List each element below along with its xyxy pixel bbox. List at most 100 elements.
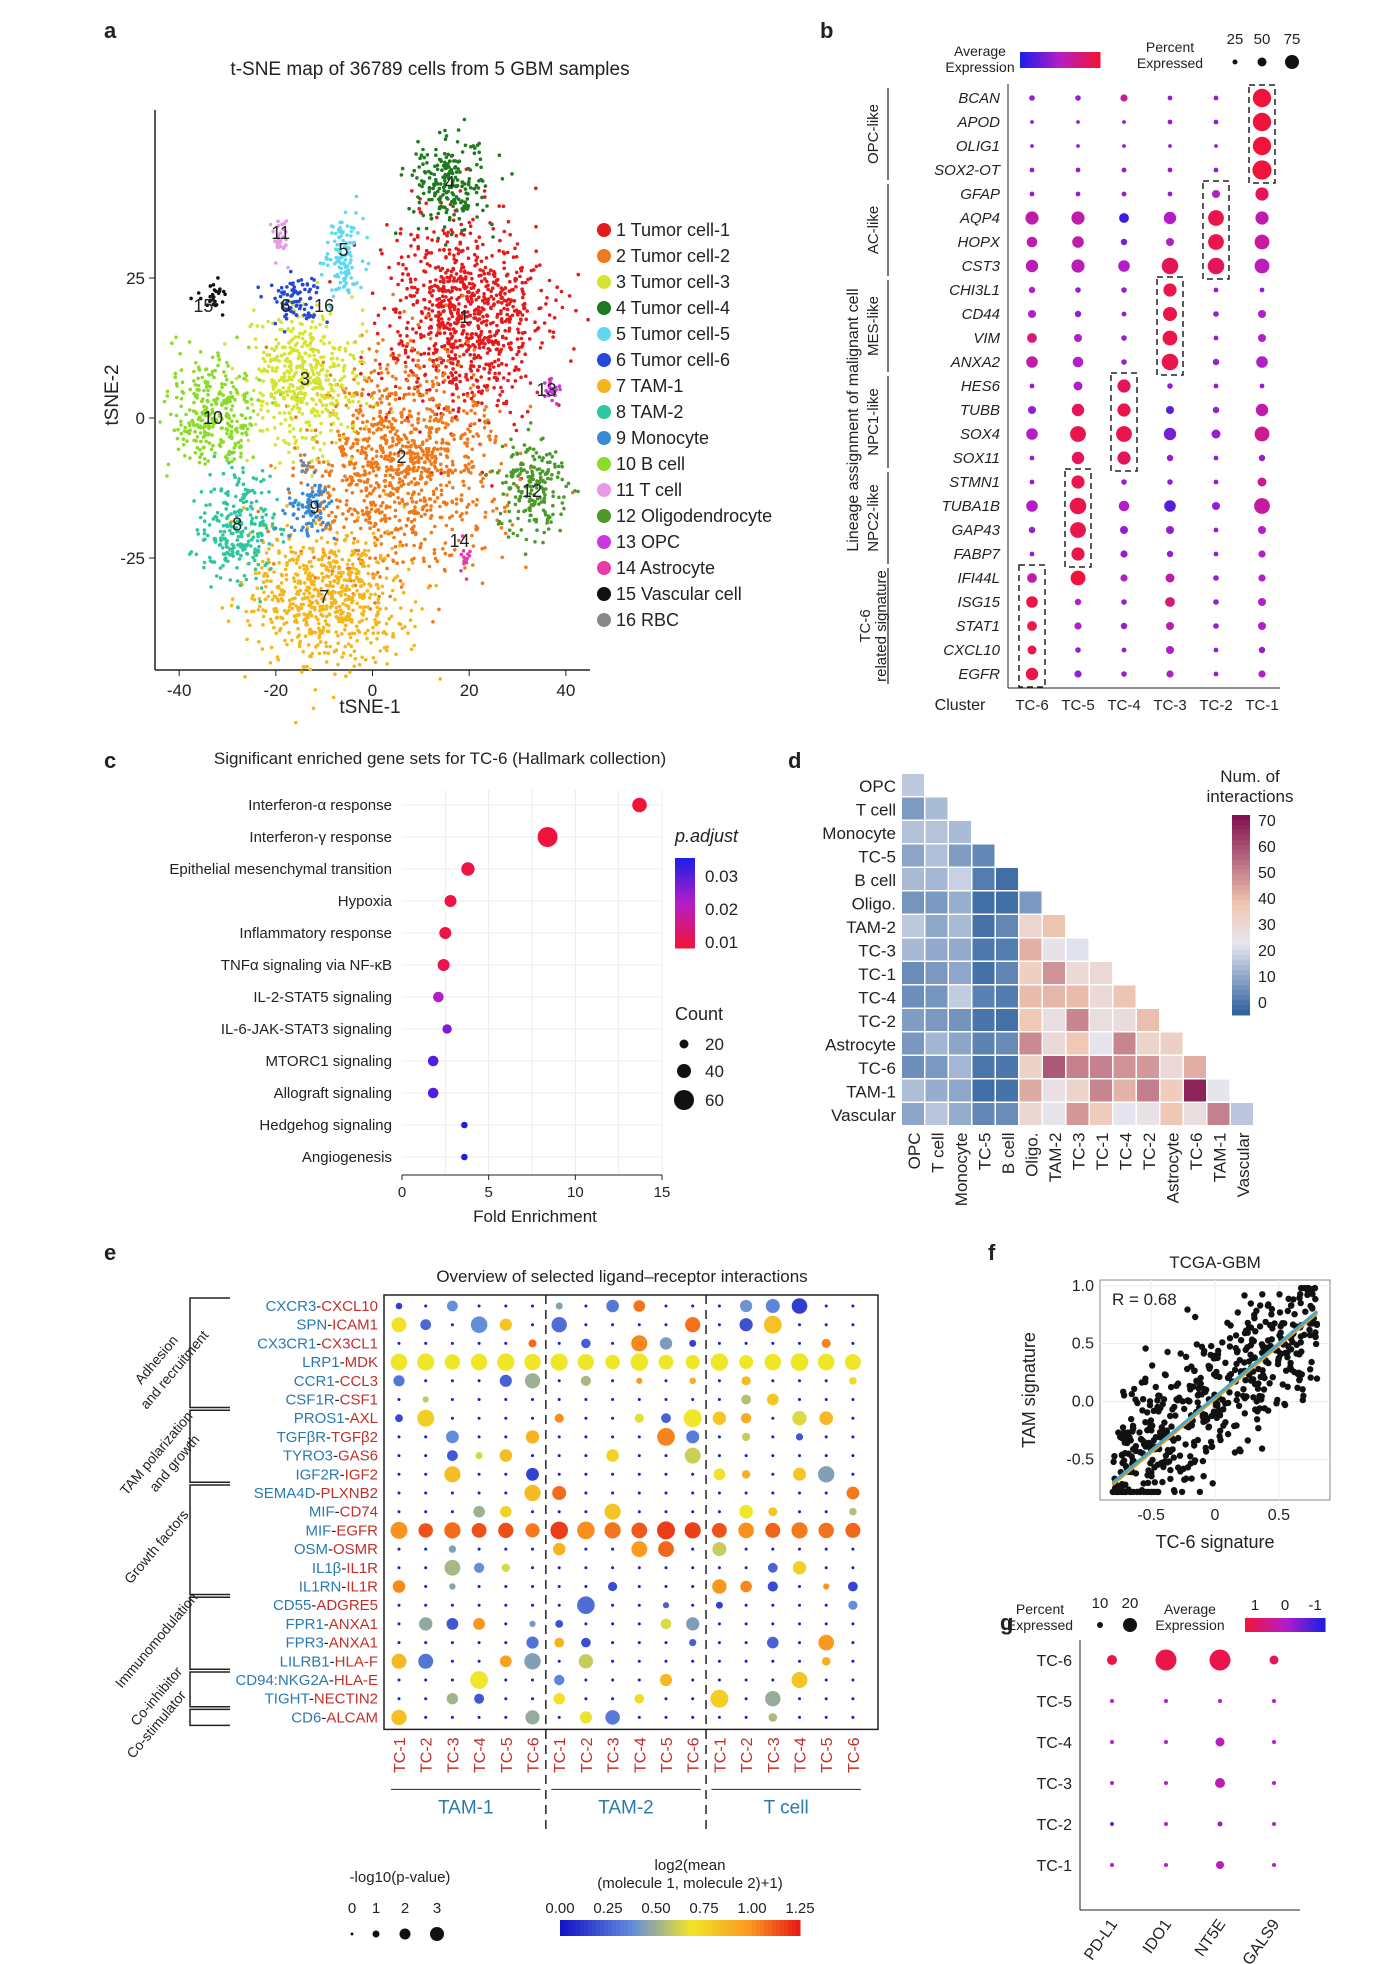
tsne-point xyxy=(402,505,407,509)
heat-cell xyxy=(1066,1056,1089,1078)
dot-cell xyxy=(1165,597,1175,607)
heat-cell xyxy=(972,1009,995,1031)
tsne-point xyxy=(424,390,429,395)
tsne-point xyxy=(454,510,459,514)
tsne-point xyxy=(529,464,533,469)
tsne-point xyxy=(235,538,240,542)
heat-cell xyxy=(1019,915,1042,937)
tsne-point xyxy=(350,596,355,600)
enrich-dot xyxy=(632,797,647,813)
tsne-point xyxy=(474,239,478,243)
tsne-point xyxy=(319,563,324,567)
tsne-point xyxy=(260,515,265,519)
tsne-point xyxy=(422,155,427,160)
tsne-point xyxy=(360,308,365,313)
tsne-point xyxy=(329,224,334,228)
enrich-dot xyxy=(461,1121,468,1129)
tsne-point xyxy=(458,189,463,193)
tsne-point xyxy=(451,279,456,283)
tsne-point xyxy=(442,247,446,252)
tsne-point xyxy=(435,167,440,172)
tsne-point xyxy=(460,206,465,211)
tsne-point xyxy=(228,578,233,582)
tsne-point xyxy=(481,345,486,350)
tsne-point xyxy=(263,359,267,364)
tsne-point xyxy=(397,518,402,523)
tsne-point xyxy=(409,232,413,237)
tsne-point xyxy=(334,247,338,251)
tsne-cluster-label: 5 xyxy=(338,240,348,260)
tsne-point xyxy=(340,358,345,363)
tsne-point xyxy=(263,597,268,602)
tsne-point xyxy=(354,211,358,215)
tsne-point xyxy=(465,297,469,301)
tsne-point xyxy=(285,642,289,647)
dot-cell xyxy=(1213,623,1219,629)
dot-cell xyxy=(1252,160,1272,180)
tsne-point xyxy=(315,280,320,285)
tsne-point xyxy=(391,439,395,444)
tsne-point xyxy=(480,179,485,183)
tsne-point xyxy=(321,607,326,612)
tsne-point xyxy=(331,364,336,369)
tsne-point xyxy=(436,363,441,368)
dot-cell xyxy=(1121,599,1127,605)
tsne-point xyxy=(399,410,404,415)
tsne-point xyxy=(384,622,389,626)
tsne-point xyxy=(499,309,503,313)
tsne-point xyxy=(375,428,379,432)
tsne-point xyxy=(269,283,274,288)
tsne-point xyxy=(253,422,258,427)
tsne-point xyxy=(517,309,521,314)
tsne-point xyxy=(452,345,456,350)
tsne-point xyxy=(302,313,307,317)
tsne-point xyxy=(293,585,298,590)
tsne-point xyxy=(361,216,365,221)
dot-cluster-title: Cluster xyxy=(935,697,986,714)
dot-cell xyxy=(1026,428,1038,440)
tsne-point xyxy=(281,508,285,513)
tsne-point xyxy=(454,321,459,326)
tsne-point xyxy=(232,473,237,477)
tsne-x-tick-label: 40 xyxy=(556,681,575,700)
tsne-point xyxy=(451,486,455,490)
tsne-point xyxy=(483,195,487,199)
tsne-point xyxy=(562,506,566,511)
tsne-point xyxy=(411,302,416,307)
tsne-point xyxy=(308,667,313,672)
tsne-point xyxy=(423,468,427,473)
tsne-point xyxy=(535,528,539,532)
dot-group-label: OPC-like xyxy=(865,104,882,164)
tsne-point xyxy=(419,352,423,357)
tsne-point xyxy=(504,336,508,341)
tsne-point xyxy=(336,641,340,646)
tsne-point xyxy=(320,571,324,576)
tsne-point xyxy=(360,259,365,264)
tsne-point xyxy=(291,310,296,315)
tsne-point xyxy=(429,285,434,289)
tsne-point xyxy=(302,592,307,596)
tsne-point xyxy=(461,328,466,333)
panel-letter-b: b xyxy=(820,18,833,43)
tsne-point xyxy=(472,312,477,316)
dot-cell xyxy=(1213,95,1219,101)
tsne-point xyxy=(236,480,241,484)
tsne-point xyxy=(504,480,508,485)
tsne-point xyxy=(370,447,374,451)
tsne-point xyxy=(278,593,282,597)
dot-cell xyxy=(1165,573,1175,583)
tsne-cluster-label: 7 xyxy=(319,587,329,607)
tsne-point xyxy=(304,564,309,569)
tsne-point xyxy=(454,415,458,419)
tsne-point xyxy=(248,623,252,627)
tsne-point xyxy=(359,554,363,558)
tsne-point xyxy=(441,193,445,197)
enrich-padj-title: p.adjust xyxy=(674,826,739,846)
tsne-point xyxy=(321,335,326,340)
tsne-point xyxy=(366,605,371,609)
tsne-point xyxy=(384,415,388,420)
tsne-point xyxy=(527,475,531,479)
heat-cell xyxy=(1137,1032,1159,1055)
tsne-point xyxy=(462,324,466,328)
tsne-point xyxy=(344,403,349,408)
